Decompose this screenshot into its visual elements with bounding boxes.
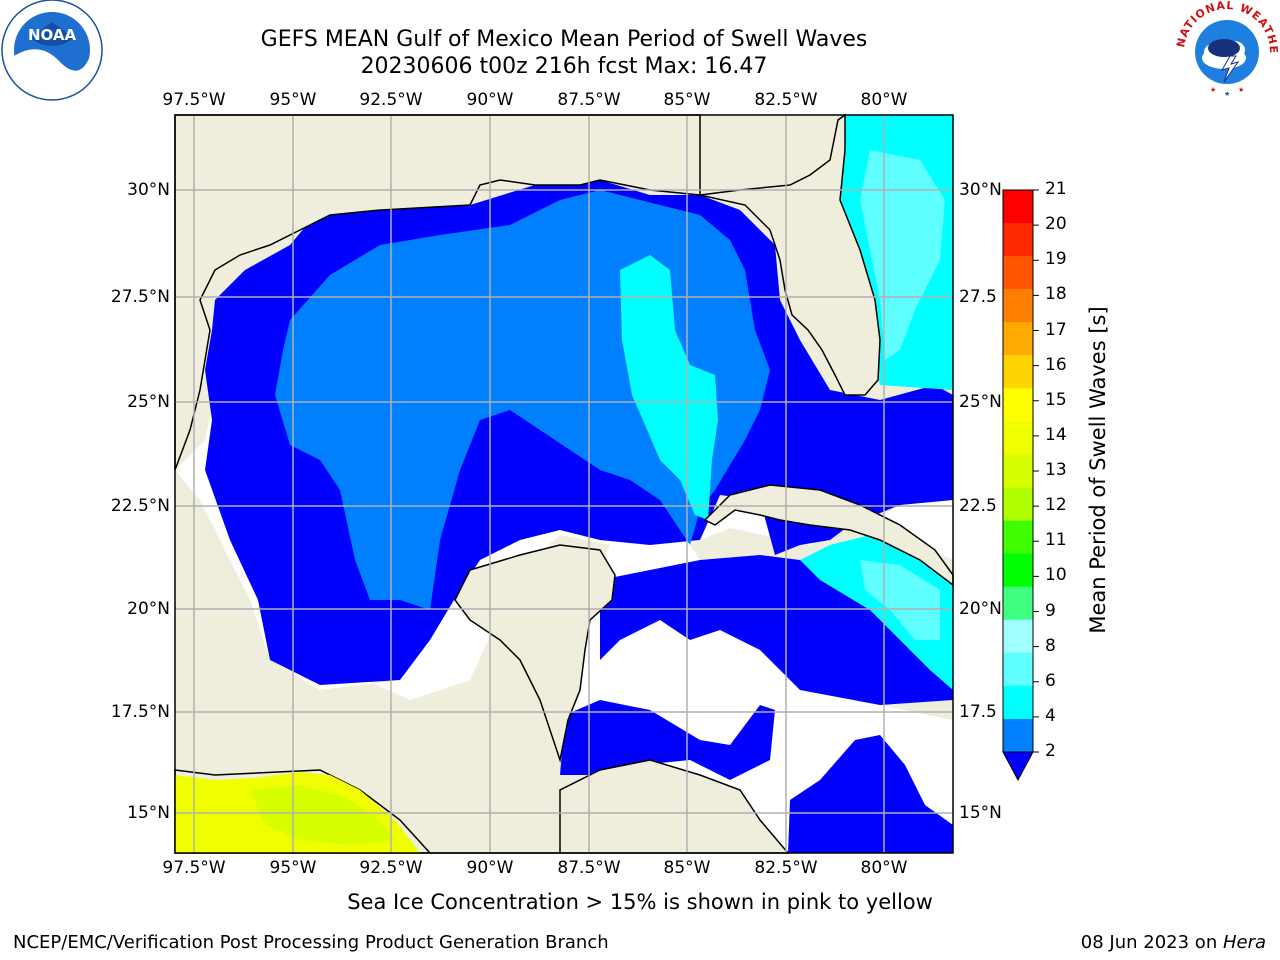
swell-6-8-central [620,255,718,520]
lat-label-left-15n: 15°N [127,803,170,823]
colorbar-extend-arrow [1002,751,1034,782]
colorbar [1002,189,1039,782]
lon-label-top-90w: 90°W [466,90,514,110]
colorbar-tick-label: 10 [1045,565,1067,586]
nws-logo-icon: NATIONAL WEATHER SERVICE ★ ★ ★ [1174,0,1279,98]
graticule [175,115,953,853]
lon-label-top-87-5w: 87.5°W [557,90,621,110]
footer-date: 08 Jun 2023 on Hera [1081,932,1266,953]
lon-label-bottom-97-5w: 97.5°W [162,858,226,878]
colorbar-segment [1003,289,1033,323]
noaa-logo-icon: NOAA [1,0,103,101]
colorbar-tick-label: 6 [1045,670,1056,691]
colorbar-tick-label: 19 [1045,249,1067,270]
lat-label-right-17-5: 17.5 [959,702,997,722]
colorbar-segment [1003,718,1033,753]
colorbar-tick-label: 15 [1045,389,1067,410]
mexico-west-land [174,114,701,471]
colorbar-tick-label: 21 [1045,179,1067,199]
colorbar-tick-label: 20 [1045,214,1067,235]
colorbar-tick-label: 8 [1045,635,1056,656]
lon-label-bottom-85w: 85°W [663,858,711,878]
colorbar-segment [1003,586,1033,621]
lat-label-right-30n: 30°N [959,180,1002,200]
footer-host: Hera [1222,932,1266,953]
colorbar-tick-label: 11 [1045,530,1067,551]
colorbar-segment [1003,520,1033,555]
lat-label-right-20n: 20°N [959,599,1002,619]
lon-label-bottom-92-5w: 92.5°W [359,858,423,878]
map-title: GEFS MEAN Gulf of Mexico Mean Period of … [260,27,868,52]
colorbar-tick-label: 18 [1045,284,1067,305]
colorbar-segment [1003,388,1033,422]
colorbar-label: Mean Period of Swell Waves [s] [1086,306,1110,634]
lon-label-bottom-82-5w: 82.5°W [754,858,818,878]
lon-label-top-80w: 80°W [860,90,908,110]
colorbar-tick-label: 4 [1045,705,1056,726]
colorbar-tick-label: 2 [1045,741,1056,761]
lon-label-top-85w: 85°W [663,90,711,110]
lon-label-bottom-87-5w: 87.5°W [557,858,621,878]
map-subtitle: 20230606 t00z 216h fcst Max: 16.47 [360,54,768,79]
colorbar-tick-label: 9 [1045,600,1056,621]
swell-8-9-caribbean [860,560,940,640]
colorbar-tick-label: 16 [1045,354,1067,375]
swell-2-4-southeast [788,735,953,853]
lon-label-top-92-5w: 92.5°W [359,90,423,110]
colorbar-segment [1003,652,1033,687]
swell-2-4-south [560,700,775,780]
sea-ice-inner [250,785,395,845]
lat-label-left-25n: 25°N [127,392,170,412]
sea-ice-note: Sea Ice Concentration > 15% is shown in … [347,890,933,914]
lat-label-left-20n: 20°N [127,599,170,619]
colorbar-segment [1003,454,1033,489]
colorbar-segment [1003,190,1033,224]
lon-label-top-95w: 95°W [269,90,317,110]
cuba-land [703,484,954,587]
colorbar-segment [1003,322,1033,356]
lon-label-bottom-90w: 90°W [466,858,514,878]
colorbar-segment [1003,223,1033,257]
svg-text:★: ★ [1224,90,1230,98]
lat-label-left-22-5n: 22.5°N [110,496,170,516]
colorbar-segment [1003,619,1033,654]
swell-6-8-caribbean [800,535,953,690]
lon-label-bottom-95w: 95°W [269,858,317,878]
lat-label-right-15n: 15°N [959,803,1002,823]
colorbar-tick-label: 14 [1045,424,1067,445]
colorbar-segment [1003,553,1033,588]
noaa-logo-text: NOAA [28,26,77,44]
lat-label-right-25n: 25°N [959,392,1002,412]
lat-label-right-27-5: 27.5 [959,287,997,307]
lat-label-left-17-5n: 17.5°N [110,702,170,722]
colorbar-segment [1003,685,1033,720]
colorbar-tick-label: 12 [1045,495,1067,516]
lat-label-right-22-5: 22.5 [959,496,997,516]
footer-branch: NCEP/EMC/Verification Post Processing Pr… [13,932,609,953]
colorbar-tick-label: 13 [1045,460,1067,480]
lon-label-top-97-5w: 97.5°W [162,90,226,110]
swell-2-4-caribbean [600,555,953,705]
florida-land [699,113,881,396]
lon-label-top-82-5w: 82.5°W [754,90,818,110]
footer-date-text: 08 Jun 2023 on [1080,932,1223,953]
colorbar-segment [1003,355,1033,389]
svg-text:★: ★ [1210,86,1216,94]
colorbar-segment [1003,256,1033,290]
svg-text:★: ★ [1238,86,1244,94]
lon-label-bottom-80w: 80°W [860,858,908,878]
map-frame [174,114,954,854]
colorbar-tick-label: 17 [1045,319,1067,340]
colorbar-segment [1003,487,1033,522]
lat-label-left-30n: 30°N [127,180,170,200]
swell-8-9-atlantic [860,150,945,360]
lat-label-left-27-5n: 27.5°N [110,287,170,307]
colorbar-segment [1003,421,1033,455]
